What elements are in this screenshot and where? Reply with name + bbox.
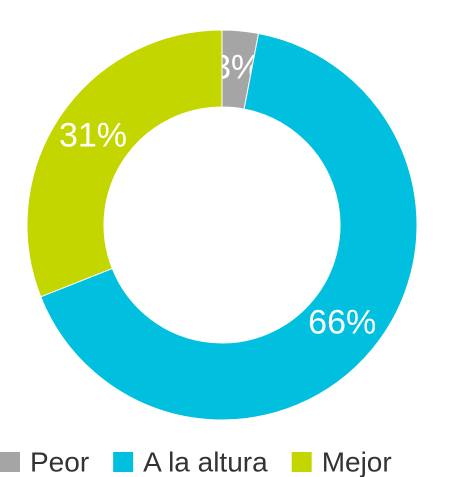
donut-slice [26,29,223,298]
legend-label: A la altura [143,446,268,477]
legend-swatch [0,452,20,472]
legend-swatch [113,452,134,472]
value-label: 66% [308,303,376,341]
value-label: 31% [59,116,127,154]
legend-swatch [291,452,312,472]
legend-label: Mejor [322,446,392,477]
donut-slice [40,32,418,421]
legend-label: Peor [30,446,89,477]
